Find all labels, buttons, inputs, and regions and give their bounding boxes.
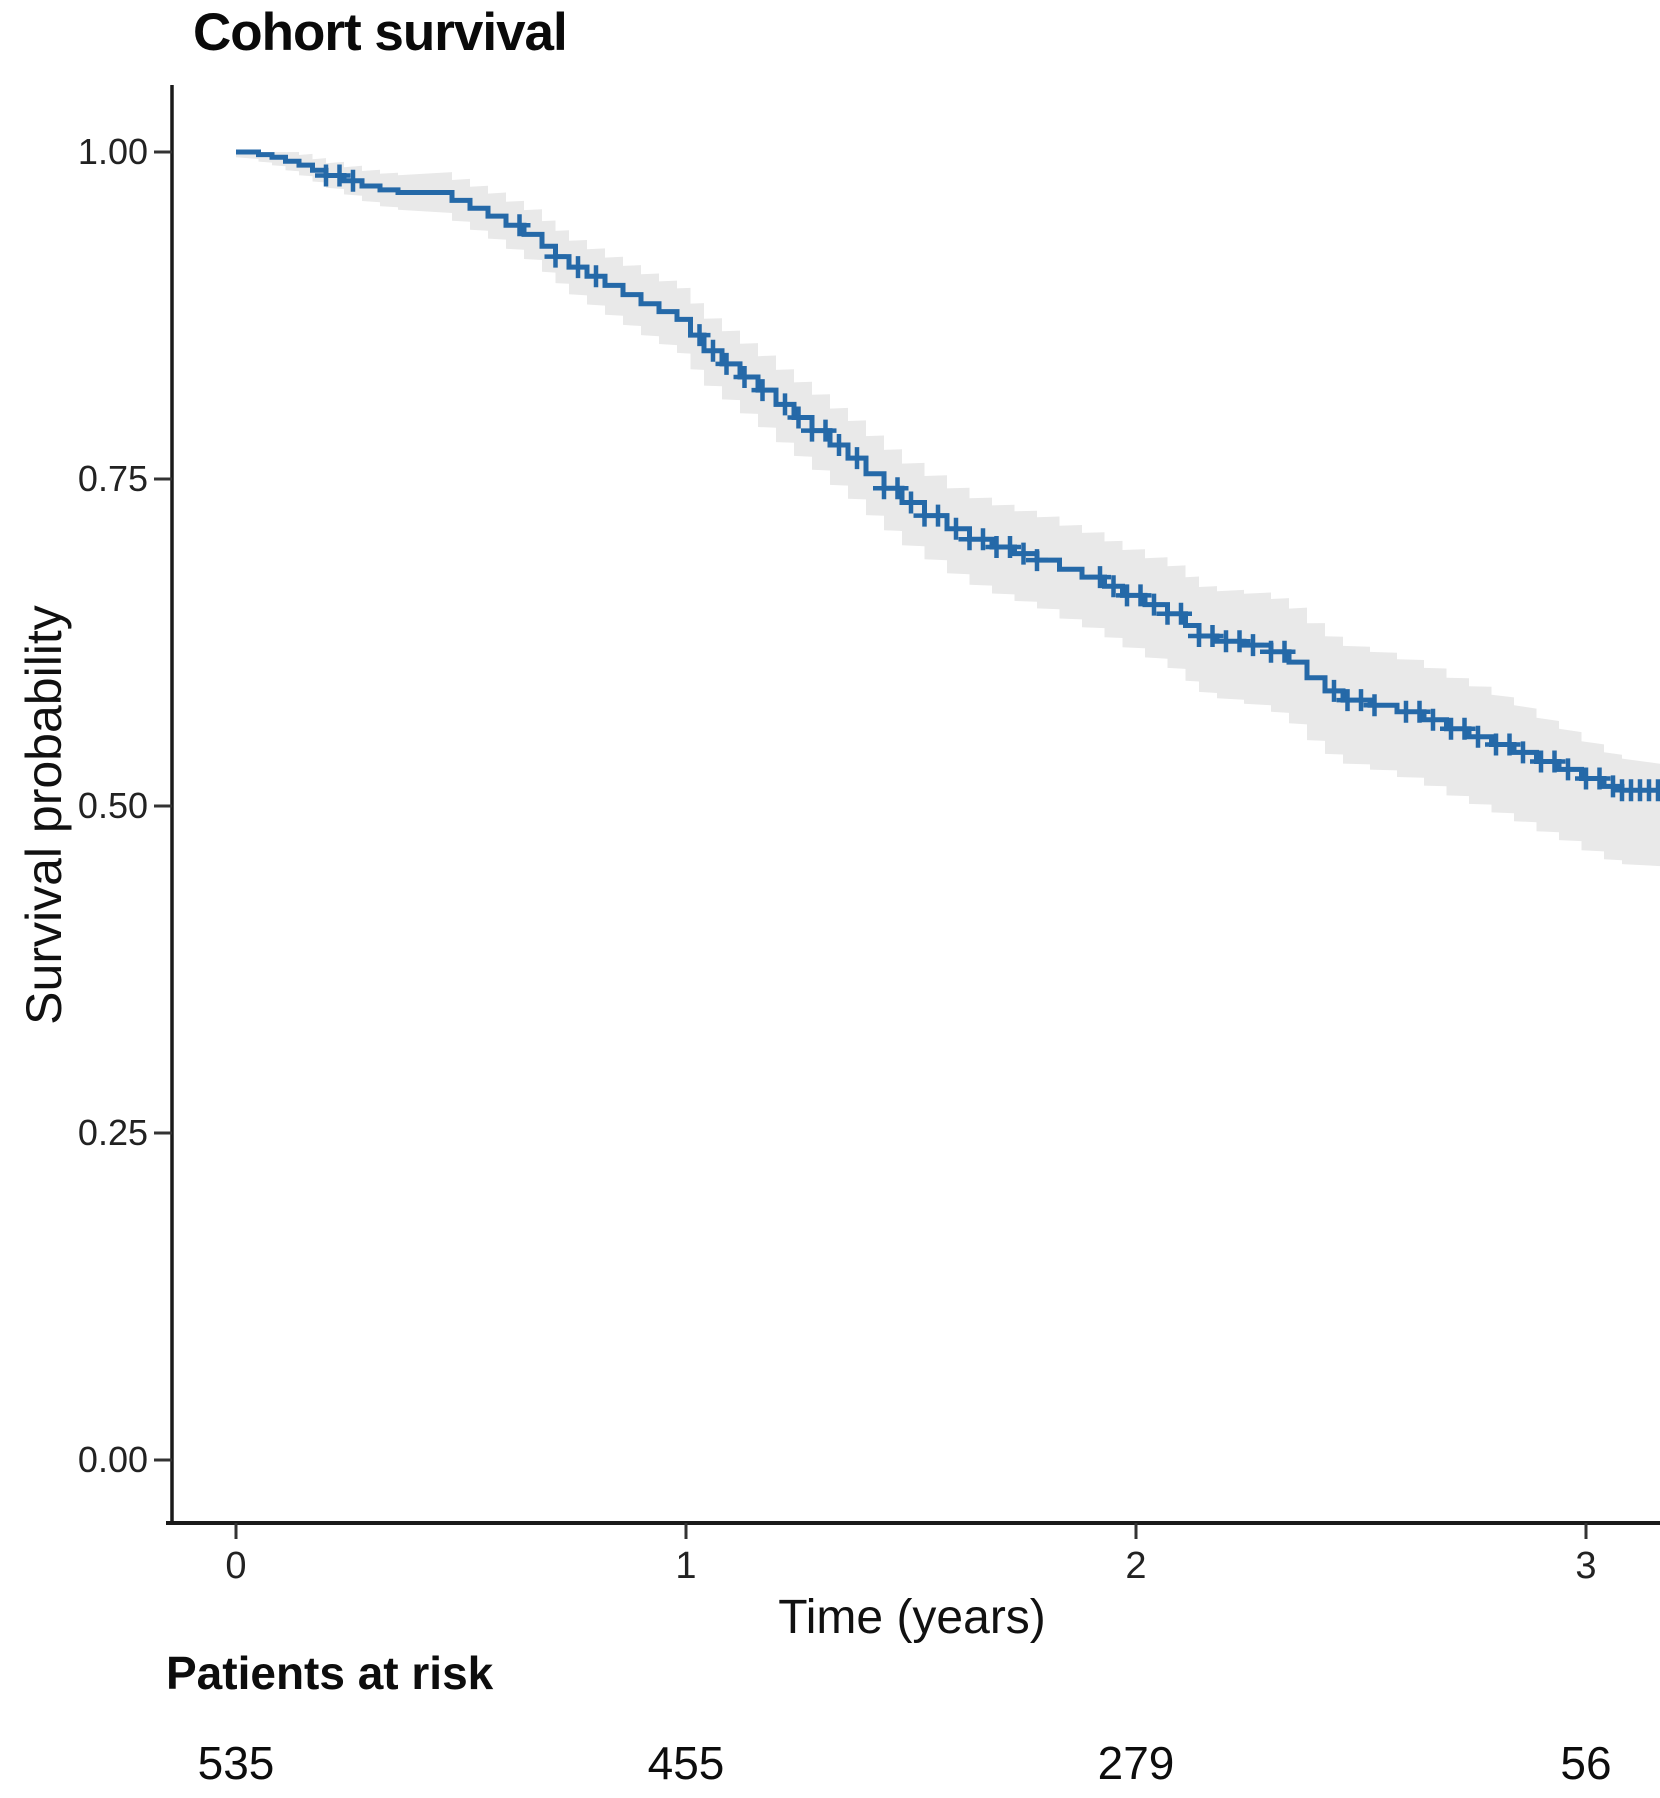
y-tick-label: 0.75 <box>77 458 148 499</box>
risk-count: 535 <box>197 1737 275 1789</box>
risk-count: 279 <box>1097 1737 1175 1789</box>
y-tick-label: 0.25 <box>77 1112 148 1153</box>
y-tick-label: 1.00 <box>77 131 148 172</box>
censor-marks <box>315 164 1660 802</box>
y-tick-label: 0.50 <box>77 785 148 826</box>
risk-count: 455 <box>647 1737 725 1789</box>
x-tick-label: 2 <box>1125 1545 1147 1587</box>
x-tick-label: 3 <box>1575 1545 1597 1587</box>
ci-band <box>236 152 1660 867</box>
x-tick-label: 1 <box>675 1545 697 1587</box>
risk-table-label: Patients at risk <box>166 1647 494 1699</box>
y-tick-label: 0.00 <box>77 1439 148 1480</box>
risk-count: 56 <box>1560 1737 1612 1789</box>
x-axis-label: Time (years) <box>778 1591 1046 1644</box>
plot-title: Cohort survival <box>193 3 568 62</box>
x-tick-label: 0 <box>225 1545 247 1587</box>
